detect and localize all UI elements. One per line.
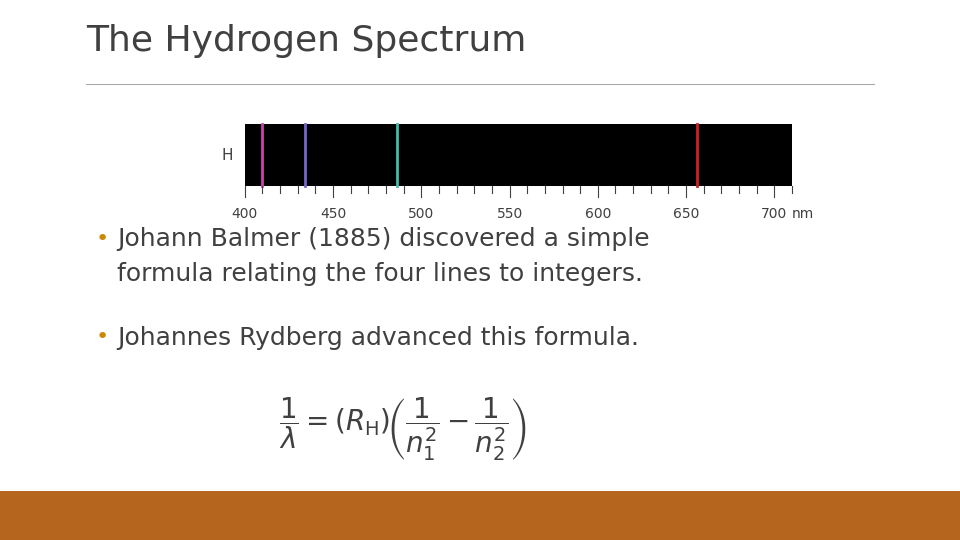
Text: 500: 500 [408, 207, 435, 221]
Text: •: • [96, 229, 109, 249]
Text: The Hydrogen Spectrum: The Hydrogen Spectrum [86, 24, 527, 57]
Text: formula relating the four lines to integers.: formula relating the four lines to integ… [117, 262, 643, 286]
Text: •: • [96, 327, 109, 348]
Text: 700: 700 [761, 207, 787, 221]
Text: nm: nm [792, 207, 814, 221]
Text: 600: 600 [585, 207, 611, 221]
Text: H: H [222, 148, 233, 163]
Text: Johannes Rydberg advanced this formula.: Johannes Rydberg advanced this formula. [117, 326, 639, 349]
Text: Johann Balmer (1885) discovered a simple: Johann Balmer (1885) discovered a simple [117, 227, 650, 251]
Text: 450: 450 [320, 207, 347, 221]
Bar [245, 124, 792, 186]
Text: 400: 400 [231, 207, 258, 221]
Bar [0, 491, 960, 540]
Text: $\dfrac{1}{\lambda} = (R_{\mathrm{H}})\!\left(\dfrac{1}{n_1^2} - \dfrac{1}{n_2^2: $\dfrac{1}{\lambda} = (R_{\mathrm{H}})\!… [279, 395, 527, 463]
Text: 550: 550 [496, 207, 522, 221]
Text: 650: 650 [673, 207, 699, 221]
